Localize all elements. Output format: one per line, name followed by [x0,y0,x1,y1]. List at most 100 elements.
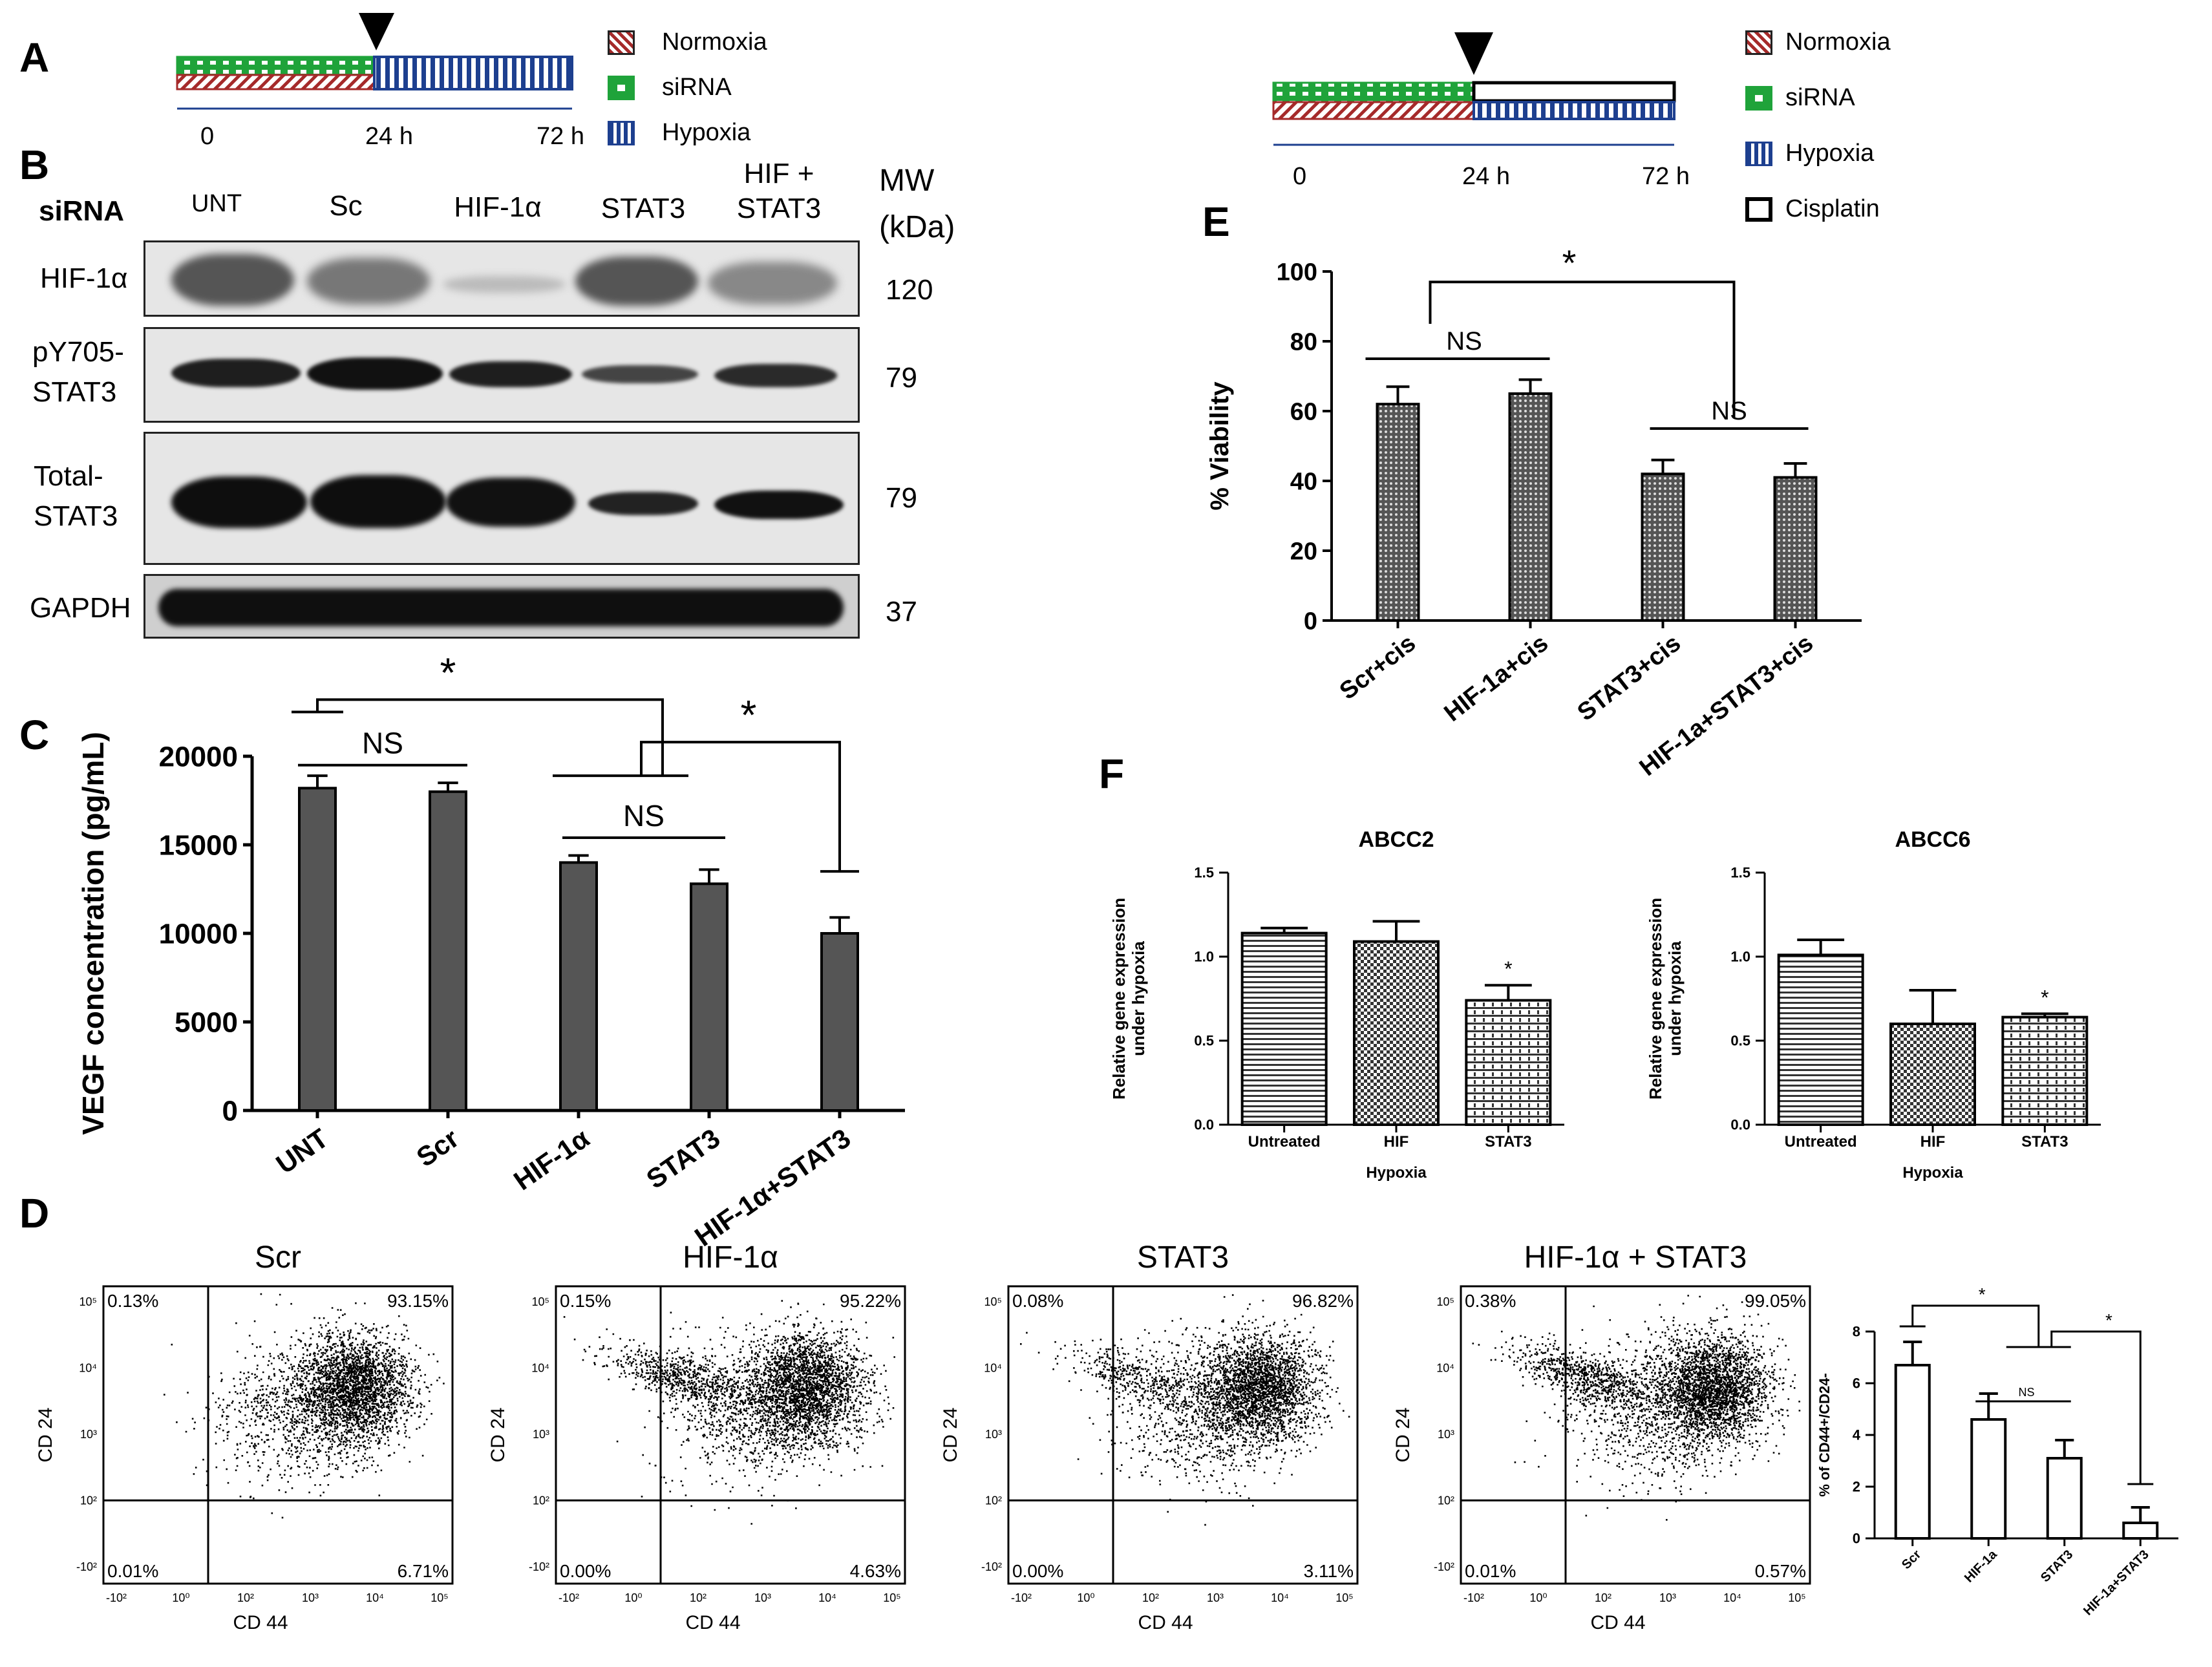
flow-x-tick: 10⁴ [818,1591,836,1604]
flow-x-tick: -10² [106,1591,127,1604]
flow-x-tick: 10⁴ [1723,1591,1741,1604]
flow-x-tick: 10² [1595,1591,1611,1604]
lane-stat3: STAT3 [601,193,686,224]
annotation-star: * [1504,957,1512,981]
mw-total: 79 [886,482,917,514]
chart-title: ABCC2 [1358,827,1434,852]
flow-dots [563,1300,895,1525]
legend-e-cisplatin: Cisplatin [1745,195,1880,223]
y-axis-label: % of CD44+/CD24- [1816,1373,1833,1496]
bar [2046,1457,2083,1540]
chart-d-bar: 0 2 4 6 8 Scr HIF-1a STAT3 HIF-1a+STAT3 % of CD44… [1816,1284,2178,1619]
x-tick-label: STAT3 [2038,1547,2076,1585]
x-axis-label: Hypoxia [1366,1164,1427,1182]
flow-y-tick: -10² [76,1560,97,1573]
flow-x-tick: 10³ [754,1591,771,1604]
timeline-e-tick-0: 0 [1293,163,1307,190]
y-tick-label: 1.0 [1730,949,1750,965]
flow-frame [1460,1285,1811,1585]
y-axis-label: under hypoxia [1129,941,1148,1056]
flow-y-tick: 10⁴ [531,1362,549,1375]
annotation-star: * [440,649,456,695]
lane-hif-stat3: HIF + STAT3 [736,158,822,224]
legend-a-hypoxia: Hypoxia [608,119,750,147]
flow-y-tick: 10² [985,1494,1002,1507]
panel-label-f: F [1099,750,1125,797]
quadrant-ur: 99.05% [1745,1291,1806,1311]
annotation-star: * [2105,1310,2112,1330]
mw-hif: 120 [886,274,933,306]
flow-y-tick: 10³ [1438,1428,1454,1441]
mw-header: MW (kDa) [879,164,955,244]
flow-y-tick: -10² [1434,1560,1454,1573]
flow-y-label: CD 24 [940,1407,961,1462]
flow-y-label: CD 24 [487,1407,509,1462]
flow-x-tick: 10⁰ [172,1591,189,1604]
blot-label-gapdh: GAPDH [30,592,131,624]
flow-x-tick: 10⁰ [1077,1591,1094,1604]
flow-y-label: CD 24 [35,1407,56,1462]
y-tick-label: 5000 [175,1006,238,1038]
flow-x-tick: 10³ [1207,1591,1224,1604]
timeline-e-tick-72: 72 h [1642,163,1690,190]
annotation-star: * [1562,242,1577,283]
flow-x-tick: 10³ [302,1591,319,1604]
y-tick-label: 6 [1853,1375,1860,1392]
panel-label-e: E [1202,198,1230,245]
flow-frame [1007,1285,1359,1585]
x-tick-label: UNT [270,1123,334,1180]
flow-y-tick: 10⁵ [532,1295,549,1308]
quadrant-lr: 0.57% [1755,1561,1806,1581]
bar [298,787,337,1112]
x-tick-label: HIF-1a [1962,1547,2000,1585]
flow-x-tick: 10⁵ [431,1591,448,1604]
flow-plot: 0.15% 95.22% 0.00% 4.63% 10⁵ 10⁴ 10³ 10² -10² -10… [487,1285,906,1633]
bar [2001,1015,2089,1126]
timeline-a-tick-24: 24 h [365,123,413,150]
y-tick-label: 0 [222,1095,238,1127]
sirna-swatch-icon [608,75,635,100]
flow-x-tick: 10⁰ [1529,1591,1547,1604]
timeline-e [1272,32,1676,146]
y-tick-label: 0.5 [1730,1033,1750,1049]
flow-plot-title: Scr [255,1240,301,1275]
significance-bracket [1429,281,1736,418]
flow-plot: 0.38% 99.05% 0.01% 0.57% 10⁵ 10⁴ 10³ 10² -10² -10… [1392,1285,1811,1633]
quadrant-ul: 0.13% [107,1291,158,1311]
y-axis-label: Relative gene expression [1646,898,1665,1099]
bar [1353,940,1440,1126]
timeline-a-tick-72: 72 h [537,123,584,150]
annotation-ns: NS [362,727,403,760]
y-tick-label: 15000 [159,829,238,861]
blot-total-stat3 [144,432,860,565]
y-axis-label: under hypoxia [1665,941,1685,1056]
y-tick-label: 10000 [159,918,238,950]
panel-label-c: C [19,712,50,758]
quadrant-ll: 0.01% [1465,1561,1516,1581]
flow-y-tick: 10³ [985,1428,1002,1441]
quadrant-ul: 0.38% [1465,1291,1516,1311]
x-tick-label: HIF-1a+STAT3 [2081,1547,2152,1619]
x-tick-label: STAT3 [2021,1133,2068,1151]
quadrant-ll: 0.01% [107,1561,158,1581]
x-tick-label: STAT3 [641,1123,725,1195]
legend-a-sirna: siRNA [608,74,732,101]
flow-frame [555,1285,906,1585]
x-tick-label: HIF-1α [508,1123,595,1196]
significance-bracket [316,698,664,776]
timepoint-arrow-icon [359,13,394,50]
flow-y-label: CD 24 [1392,1407,1414,1462]
bar [1970,1418,2007,1540]
quadrant-ul: 0.15% [560,1291,611,1311]
quadrant-lr: 4.63% [850,1561,901,1581]
y-tick-label: 2 [1853,1479,1860,1495]
flow-y-tick: 10⁴ [1436,1362,1454,1375]
blot-gapdh [144,574,860,639]
y-tick-label: 1.5 [1194,865,1214,881]
x-tick-label: Scr [411,1123,464,1173]
lane-unt: UNT [191,190,242,217]
y-tick-label: 0.0 [1194,1117,1214,1133]
y-tick-label: 0 [1853,1531,1860,1547]
significance-bracket [1911,1304,2040,1347]
